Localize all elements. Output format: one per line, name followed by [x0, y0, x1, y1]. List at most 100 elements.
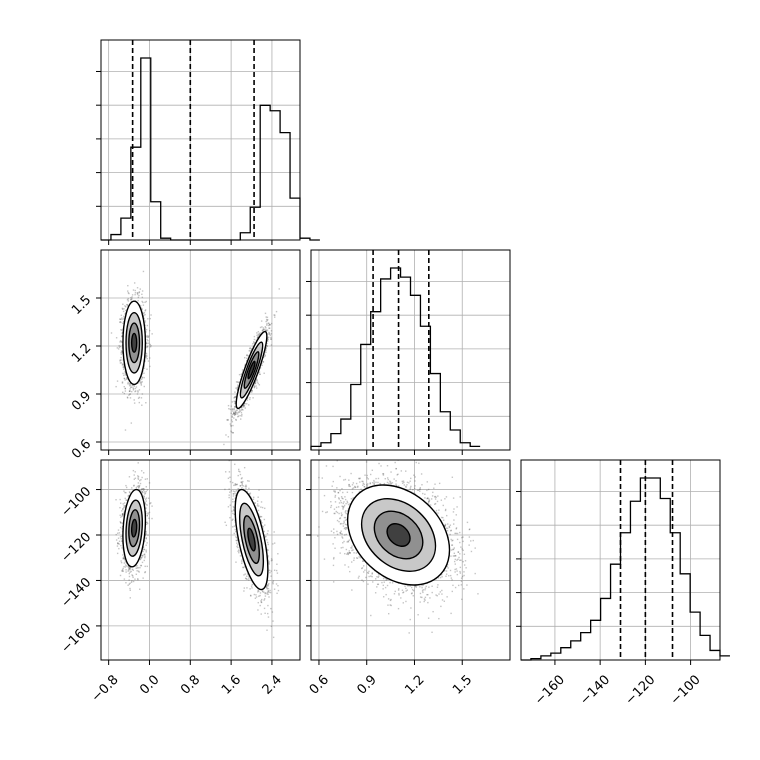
- scatter-point: [236, 411, 238, 414]
- axes-frame: [310, 249, 511, 451]
- scatter-point: [146, 368, 148, 370]
- scatter-point: [119, 345, 122, 348]
- scatter-point: [120, 318, 122, 320]
- scatter-point: [127, 300, 130, 302]
- scatter-point: [142, 577, 144, 579]
- scatter-point: [122, 372, 124, 375]
- scatter-point: [249, 398, 251, 401]
- scatter-point: [232, 432, 234, 434]
- scatter-point: [126, 377, 128, 379]
- scatter-point: [130, 298, 132, 301]
- scatter-point: [124, 313, 126, 315]
- scatter-point: [138, 571, 140, 573]
- scatter-point: [129, 397, 132, 399]
- scatter-point: [236, 381, 239, 383]
- scatter-point: [121, 364, 124, 366]
- scatter-point: [120, 356, 122, 359]
- scatter-point: [265, 316, 267, 318]
- scatter-point: [115, 533, 117, 536]
- scatter-point: [119, 318, 121, 320]
- scatter-point: [120, 329, 123, 331]
- scatter-point: [263, 328, 266, 331]
- scatter-point: [123, 365, 125, 367]
- scatter-point: [267, 324, 270, 327]
- scatter-point: [234, 411, 237, 414]
- scatter-point: [267, 333, 269, 335]
- scatter-point: [239, 410, 242, 412]
- scatter-point: [149, 343, 151, 346]
- scatter-point: [254, 382, 256, 384]
- scatter-point: [244, 402, 246, 405]
- scatter-point: [128, 583, 131, 585]
- scatter-point: [120, 560, 122, 562]
- scatter-point: [141, 376, 144, 379]
- scatter-point: [135, 573, 138, 576]
- scatter-point: [235, 381, 238, 383]
- histogram-panel-1: [306, 249, 511, 455]
- scatter-point: [262, 361, 265, 363]
- scatter-point: [130, 298, 132, 301]
- scatter-point: [243, 405, 246, 407]
- scatter-point: [137, 570, 140, 572]
- scatter-point: [231, 401, 234, 403]
- scatter-point: [233, 411, 235, 413]
- scatter-point: [240, 373, 243, 376]
- scatter-point: [119, 321, 122, 323]
- scatter-point: [226, 419, 228, 421]
- scatter-point: [139, 482, 142, 485]
- scatter-point: [149, 329, 151, 332]
- scatter-point: [256, 387, 258, 389]
- scatter-point: [268, 322, 270, 325]
- scatter-point: [139, 288, 141, 290]
- scatter-point: [145, 530, 147, 533]
- scatter-point: [266, 324, 268, 326]
- scatter-point: [139, 479, 141, 482]
- scatter-point: [118, 346, 121, 348]
- scatter-point: [267, 319, 269, 321]
- scatter-point: [231, 410, 234, 412]
- scatter-point: [251, 389, 253, 392]
- scatter-point: [270, 338, 272, 340]
- scatter-point: [127, 381, 129, 384]
- scatter-point: [266, 342, 268, 345]
- scatter-point: [261, 364, 263, 367]
- scatter-point: [120, 340, 123, 343]
- scatter-point: [234, 401, 237, 404]
- scatter-point: [256, 337, 259, 339]
- scatter-point: [238, 373, 241, 376]
- scatter-point: [270, 330, 273, 332]
- scatter-point: [237, 415, 240, 417]
- scatter-point: [134, 390, 136, 393]
- scatter-point: [120, 359, 122, 361]
- scatter-point: [129, 567, 131, 570]
- scatter-point: [275, 310, 278, 313]
- scatter-point: [144, 310, 146, 312]
- panel-content: [110, 270, 280, 446]
- scatter-point: [134, 293, 136, 296]
- scatter-point: [240, 411, 243, 414]
- scatter-point: [246, 399, 249, 401]
- scatter-point: [121, 307, 124, 310]
- scatter-point: [246, 357, 248, 359]
- scatter-point: [252, 397, 254, 399]
- scatter-point: [123, 374, 125, 377]
- scatter-point: [143, 317, 145, 320]
- scatter-point: [124, 564, 127, 566]
- scatter-point: [136, 292, 139, 294]
- scatter-point: [258, 371, 261, 373]
- scatter-point: [241, 413, 243, 416]
- scatter-point: [231, 421, 234, 423]
- scatter-point: [265, 329, 267, 331]
- scatter-point: [129, 393, 131, 395]
- scatter-point: [264, 354, 266, 357]
- scatter-point: [270, 333, 273, 335]
- scatter-point: [130, 296, 132, 299]
- scatter-point: [128, 390, 131, 392]
- scatter-point: [249, 347, 252, 349]
- scatter-point: [254, 382, 257, 385]
- scatter-point: [146, 345, 148, 348]
- scatter-point: [256, 381, 259, 383]
- scatter-point: [121, 332, 123, 334]
- scatter-point: [144, 324, 146, 326]
